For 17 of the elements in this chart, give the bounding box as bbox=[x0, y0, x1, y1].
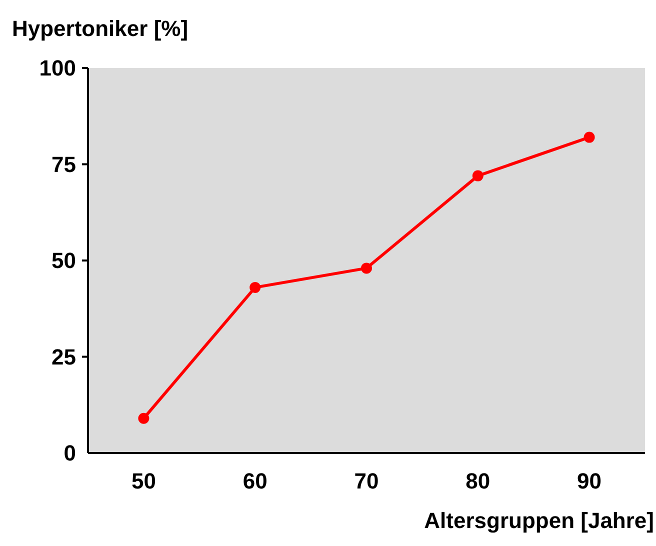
point bbox=[472, 170, 484, 182]
y-tick-label: 75 bbox=[52, 152, 76, 177]
x-tick-label: 90 bbox=[577, 468, 602, 494]
x-tick-label: 50 bbox=[131, 468, 156, 494]
y-tick-label: 50 bbox=[52, 248, 76, 274]
y-axis-title: Hypertoniker [%] bbox=[12, 16, 188, 42]
x-axis-title: Altersgruppen [Jahre] bbox=[424, 508, 654, 534]
y-tick-label: 100 bbox=[39, 56, 76, 81]
point bbox=[250, 282, 261, 293]
x-tick-label: 60 bbox=[242, 468, 268, 494]
point bbox=[361, 262, 372, 274]
point bbox=[138, 412, 150, 424]
y-tick-label: 25 bbox=[52, 344, 76, 370]
x-tick-label: 70 bbox=[354, 468, 379, 494]
y-tick-label: 0 bbox=[64, 440, 76, 466]
x-tick-label: 80 bbox=[466, 468, 490, 494]
point bbox=[584, 132, 595, 143]
